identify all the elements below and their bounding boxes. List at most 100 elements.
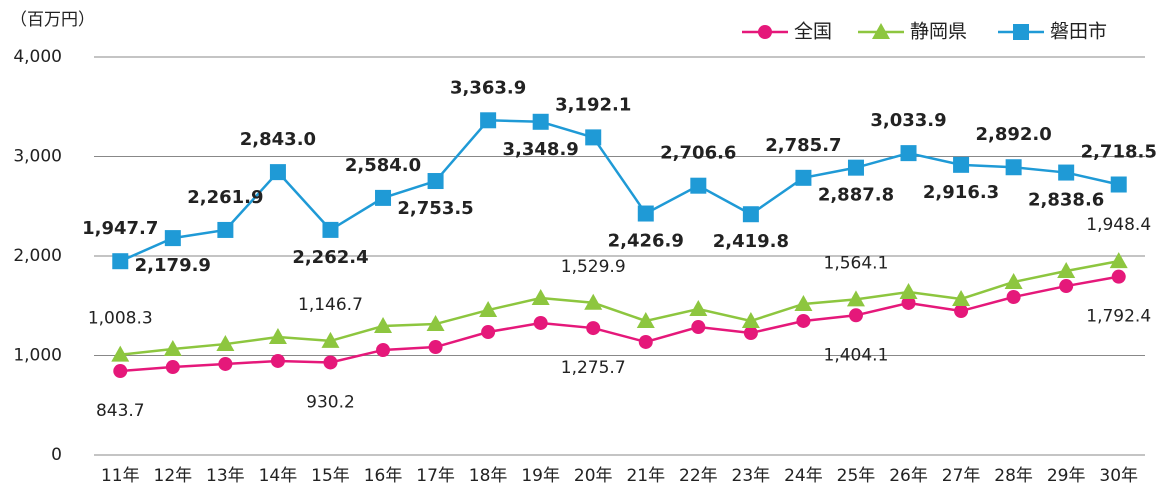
y-tick-label: 3,000 <box>13 147 62 167</box>
data-label: 2,785.7 <box>765 135 841 156</box>
marker <box>741 311 760 328</box>
marker <box>899 283 918 300</box>
marker <box>1059 279 1074 294</box>
data-label: 1,947.7 <box>82 218 158 239</box>
data-label: 1,529.9 <box>561 257 626 277</box>
marker <box>163 340 182 357</box>
marker <box>690 177 707 194</box>
data-label: 2,706.6 <box>660 143 736 164</box>
x-tick-label: 11年 <box>101 466 140 486</box>
x-tick-label: 21年 <box>626 466 665 486</box>
marker <box>374 317 393 334</box>
data-label: 1,564.1 <box>824 253 889 273</box>
marker <box>584 293 603 310</box>
marker <box>270 353 285 368</box>
x-tick-label: 17年 <box>416 466 455 486</box>
marker <box>953 156 970 173</box>
data-label: 2,892.0 <box>975 124 1051 145</box>
x-tick-label: 16年 <box>364 466 403 486</box>
data-label: 1,008.3 <box>88 309 153 329</box>
x-tick-label: 27年 <box>942 466 981 486</box>
data-label: 2,916.3 <box>923 182 999 203</box>
data-label: 2,843.0 <box>240 129 316 150</box>
marker <box>218 356 233 371</box>
legend-label: 磐田市 <box>1050 21 1107 43</box>
marker <box>165 360 180 375</box>
x-tick-label: 12年 <box>154 466 193 486</box>
x-tick-label: 24年 <box>784 466 823 486</box>
x-tick-label: 13年 <box>206 466 245 486</box>
marker <box>1005 159 1022 176</box>
marker <box>322 221 339 238</box>
data-label: 843.7 <box>96 401 145 421</box>
marker <box>796 313 811 328</box>
x-tick-label: 15年 <box>311 466 350 486</box>
data-label: 2,179.9 <box>135 255 211 276</box>
marker <box>480 112 497 129</box>
marker <box>376 343 391 358</box>
marker <box>638 334 653 349</box>
data-label: 2,262.4 <box>292 247 368 268</box>
legend-label: 静岡県 <box>910 21 967 43</box>
data-label: 2,419.8 <box>713 231 789 252</box>
x-tick-label: 19年 <box>521 466 560 486</box>
x-tick-label: 22年 <box>679 466 718 486</box>
marker <box>428 340 443 355</box>
marker <box>1057 262 1076 279</box>
x-tick-label: 28年 <box>994 466 1033 486</box>
marker <box>113 364 128 379</box>
marker <box>216 335 235 352</box>
x-tick-label: 29年 <box>1047 466 1086 486</box>
data-label: 2,753.5 <box>397 198 473 219</box>
y-tick-label: 1,000 <box>13 346 62 366</box>
marker <box>636 311 655 328</box>
y-tick-label: 2,000 <box>13 246 62 266</box>
marker <box>323 355 338 370</box>
data-label: 2,718.5 <box>1081 142 1157 163</box>
marker <box>269 164 286 181</box>
series-line <box>120 275 1119 373</box>
marker <box>426 315 445 332</box>
marker <box>481 325 496 340</box>
data-label: 1,146.7 <box>298 295 363 315</box>
marker <box>1006 289 1021 304</box>
marker <box>847 159 864 176</box>
x-tick-label: 30年 <box>1099 466 1138 486</box>
marker <box>112 253 129 270</box>
marker <box>1109 252 1128 269</box>
data-label: 1,404.1 <box>824 345 889 365</box>
marker <box>794 294 813 311</box>
marker <box>268 327 287 344</box>
marker <box>321 331 340 348</box>
y-axis-label: （百万円） <box>10 10 95 30</box>
marker <box>900 145 917 162</box>
data-label: 2,838.6 <box>1028 190 1104 211</box>
marker <box>375 189 392 206</box>
data-label: 930.2 <box>306 392 355 412</box>
marker <box>1111 269 1126 284</box>
marker <box>164 230 181 247</box>
y-tick-label: 0 <box>51 445 62 465</box>
x-tick-label: 14年 <box>259 466 298 486</box>
marker <box>532 113 549 130</box>
data-label: 2,426.9 <box>608 231 684 252</box>
data-label: 2,584.0 <box>345 155 421 176</box>
marker <box>689 300 708 317</box>
x-tick-label: 18年 <box>469 466 508 486</box>
marker <box>848 308 863 323</box>
marker <box>1058 164 1075 181</box>
data-label: 1,275.7 <box>561 358 626 378</box>
y-tick-label: 4,000 <box>13 47 62 67</box>
marker <box>1013 24 1029 40</box>
marker <box>111 345 130 362</box>
series-line <box>119 119 1120 263</box>
marker <box>872 23 890 39</box>
marker <box>758 25 772 39</box>
data-label: 3,192.1 <box>555 94 631 115</box>
marker <box>637 205 654 222</box>
marker <box>1004 272 1023 289</box>
data-label: 3,363.9 <box>450 77 526 98</box>
marker <box>533 315 548 330</box>
data-label: 2,887.8 <box>818 185 894 206</box>
